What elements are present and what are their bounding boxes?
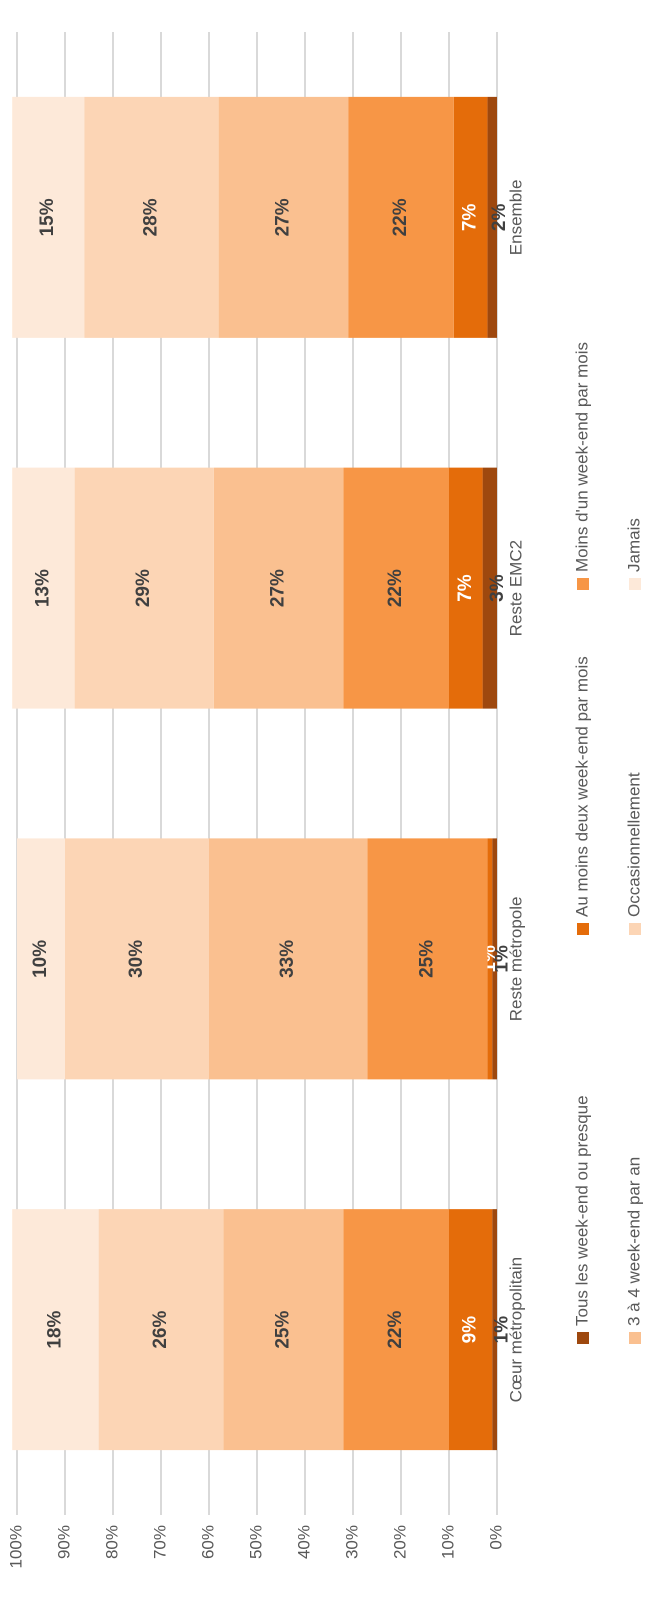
y-tick-label: 90% [54, 1525, 73, 1559]
data-label: 3% [487, 574, 508, 602]
data-label: 29% [133, 569, 154, 607]
bar-segment [84, 96, 219, 338]
data-label: 13% [32, 569, 53, 607]
bar-segment [492, 1209, 498, 1451]
legend-swatch [629, 1332, 641, 1344]
data-label: 1% [492, 945, 513, 973]
data-label: 22% [385, 1311, 406, 1349]
data-label: 10% [30, 940, 51, 978]
bar-segment [348, 96, 454, 338]
bar-segment [449, 1209, 493, 1451]
bar-segment [98, 1209, 224, 1451]
legend-label: Au moins deux week-end par mois [572, 656, 591, 917]
legend-label: Tous les week-end ou presque [572, 1095, 591, 1326]
y-tick-label: 60% [198, 1525, 217, 1559]
legend-swatch [577, 578, 589, 590]
data-label: 33% [277, 940, 298, 978]
x-tick-label: Cœur métropolitain [506, 1257, 525, 1403]
bar-segment [223, 1209, 344, 1451]
y-tick-label: 0% [486, 1525, 505, 1550]
data-label: 7% [455, 574, 476, 602]
bar-segment [343, 1209, 449, 1451]
y-tick-label: 70% [150, 1525, 169, 1559]
bar-segment [65, 838, 209, 1080]
bar-segment [218, 96, 349, 338]
bar-segment [453, 96, 488, 338]
x-tick-label: Reste EMC2 [506, 540, 525, 636]
legend-label: Jamais [624, 518, 643, 572]
data-label: 25% [272, 1311, 293, 1349]
bar-segment [487, 96, 497, 338]
bar-segment [343, 467, 449, 709]
x-tick-label: Ensemble [506, 180, 525, 256]
rotated-chart: 0% 10% 20% 30% 40% 50% 60% 70% 80% 90% 100% Cœur mé… [6, 32, 643, 1568]
data-label: 28% [140, 198, 161, 236]
data-label: 9% [460, 1316, 481, 1344]
bar-segment [449, 467, 483, 709]
legend-swatch [629, 923, 641, 935]
legend-label: Occasionnellement [624, 772, 643, 917]
data-label: 27% [272, 198, 293, 236]
y-tick-label: 20% [390, 1525, 409, 1559]
bar-segment [487, 838, 493, 1080]
data-label: 1% [492, 1316, 513, 1344]
bar-segment [209, 838, 368, 1080]
data-label: 22% [390, 198, 411, 236]
bar-segment [74, 467, 214, 709]
data-label: 25% [416, 940, 437, 978]
y-tick-label: 40% [294, 1525, 313, 1559]
x-tick-label: Reste métropole [506, 897, 525, 1022]
y-tick-label: 50% [246, 1525, 265, 1559]
data-label: 26% [150, 1311, 171, 1349]
legend-swatch [577, 923, 589, 935]
data-label: 7% [460, 204, 481, 232]
y-tick-label: 80% [102, 1525, 121, 1559]
data-label: 18% [44, 1311, 65, 1349]
y-tick-label: 10% [438, 1525, 457, 1559]
bar-segment [12, 1209, 99, 1451]
bar-segment [213, 467, 344, 709]
data-label: 15% [37, 198, 58, 236]
legend-swatch [577, 1332, 589, 1344]
bar-segment [12, 467, 75, 709]
bar-segment [17, 838, 65, 1080]
data-label: 2% [489, 204, 510, 232]
bar-segment [482, 467, 498, 709]
legend-label: 3 à 4 week-end par an [624, 1157, 643, 1326]
legend-swatch [629, 578, 641, 590]
data-label: 30% [126, 940, 147, 978]
bar-segment [367, 838, 488, 1080]
y-tick-label: 100% [6, 1525, 25, 1568]
y-tick-label: 30% [342, 1525, 361, 1559]
bar-segment [492, 838, 498, 1080]
bar-segment [12, 96, 85, 338]
legend-label: Moins d'un week-end par mois [572, 342, 591, 572]
data-label: 22% [385, 569, 406, 607]
data-label: 27% [268, 569, 289, 607]
